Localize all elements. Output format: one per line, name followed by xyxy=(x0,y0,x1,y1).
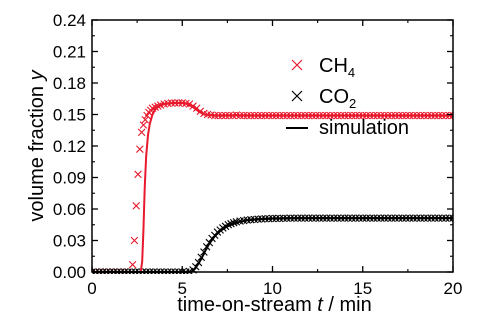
data-point-0-17 xyxy=(139,121,148,129)
data-point-0-15 xyxy=(136,145,144,153)
x-axis-label-part: time-on-stream xyxy=(177,294,317,316)
x-tick-label: 5 xyxy=(178,279,187,298)
data-point-0-13 xyxy=(132,202,141,210)
x-axis-label: time-on-stream t / min xyxy=(177,294,372,316)
x-tick-label: 15 xyxy=(353,279,372,298)
legend-label: simulation xyxy=(319,117,409,139)
x-axis-label-part: t xyxy=(317,294,324,316)
data-point-0-12 xyxy=(130,236,139,245)
axis-labels: time-on-stream t / min volume fraction y xyxy=(26,69,372,316)
legend-label-subscript: 2 xyxy=(349,96,356,111)
data-point-0-16 xyxy=(137,128,146,137)
axes: 0 5 10 15 20 0.00 0.03 0.06 0.09 0.12 0.15 0.18 0.21… xyxy=(53,11,463,298)
x-axis-label-part: / min xyxy=(323,294,372,316)
data-point-0-18 xyxy=(141,115,150,124)
legend-marker-swatch xyxy=(291,90,303,102)
data-point-0-11 xyxy=(128,260,137,269)
y-tick-label: 0.06 xyxy=(53,200,86,219)
legend-label-main: simulation xyxy=(319,117,409,139)
y-tick-label: 0.21 xyxy=(53,43,86,62)
legend-marker-swatch xyxy=(291,59,303,71)
legend-label-main: CH xyxy=(319,55,348,77)
data-point-1-0 xyxy=(92,268,96,274)
data-point-1-104 xyxy=(449,214,453,222)
y-tick-label: 0.18 xyxy=(53,74,86,93)
plot-area xyxy=(92,99,453,274)
y-tick-label: 0.12 xyxy=(53,137,86,156)
legend: CH4 CO2 simulation xyxy=(286,55,409,139)
legend-label: CO2 xyxy=(319,86,356,111)
x-tick-label: 10 xyxy=(263,279,282,298)
y-axis-label-part: volume fraction xyxy=(26,80,48,221)
y-tick-label: 0.15 xyxy=(53,106,86,125)
y-tick-label: 0.03 xyxy=(53,232,86,251)
series-line-3 xyxy=(92,217,453,273)
y-axis-label: volume fraction y xyxy=(26,69,48,221)
y-tick-label: 0.24 xyxy=(53,11,86,30)
legend-label: CH4 xyxy=(319,55,355,80)
x-tick-label: 20 xyxy=(444,279,463,298)
data-point-0-106 xyxy=(449,111,453,120)
y-tick-label: 0.09 xyxy=(53,169,86,188)
y-tick-label: 0.00 xyxy=(53,263,86,282)
x-tick-label: 0 xyxy=(87,279,96,298)
legend-label-subscript: 4 xyxy=(348,65,355,80)
series-line-2 xyxy=(92,101,453,273)
y-axis-label-part: y xyxy=(26,69,48,82)
data-point-0-14 xyxy=(134,170,142,179)
legend-label-main: CO xyxy=(319,86,349,108)
